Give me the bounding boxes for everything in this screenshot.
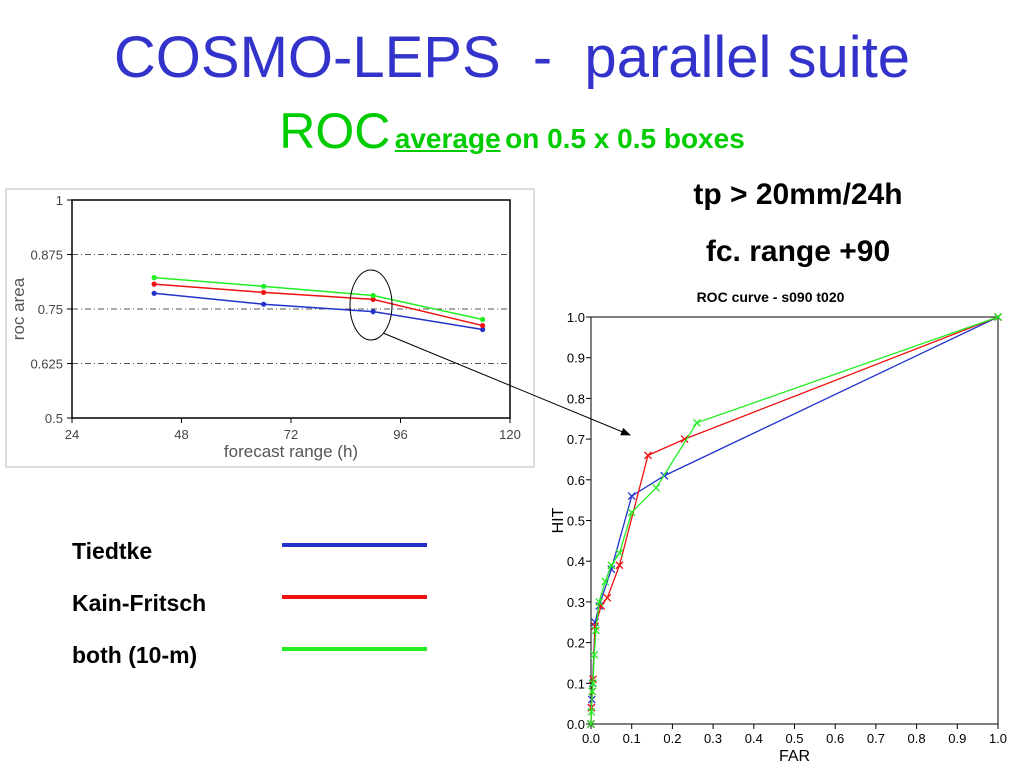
threshold-label: tp > 20mm/24h <box>693 178 903 211</box>
chart2-title: ROC curve - s090 t020 <box>697 289 845 305</box>
legend-line-both <box>282 647 427 651</box>
chart2-xtick-label: 0.8 <box>908 731 926 746</box>
subtitle-roc: ROC <box>279 103 391 159</box>
chart1-point-0 <box>370 309 376 315</box>
chart2-ytick-label: 1.0 <box>567 310 585 325</box>
chart1-point-0 <box>261 301 267 307</box>
chart2-series-line-1 <box>590 316 999 725</box>
chart2-xtick-label: 0.3 <box>704 731 722 746</box>
chart1-series-line-1 <box>154 283 483 327</box>
chart2-ytick-label: 0.3 <box>567 595 585 610</box>
chart1-point-2 <box>480 316 486 323</box>
chart2-xlabel: FAR <box>779 748 810 765</box>
legend-line-kain-fritsch <box>282 595 427 599</box>
chart2-ytick-label: 0.9 <box>567 351 585 366</box>
chart1-ytick-label: 0.75 <box>38 302 63 317</box>
chart2-x-marker-0 <box>627 492 636 501</box>
chart2-x-marker-2 <box>588 687 597 696</box>
chart2-xtick-label: 0.1 <box>623 731 641 746</box>
chart2-x-marker-2 <box>590 650 599 659</box>
chart2-x-marker-1 <box>644 451 652 460</box>
chart2-plot-frame <box>590 316 999 725</box>
chart2-xtick-label: 0.7 <box>867 731 885 746</box>
chart1-point-1 <box>480 322 486 329</box>
chart2-x-marker-2 <box>589 679 597 688</box>
chart1-series-line-2 <box>154 276 483 321</box>
chart2-xtick-label: 0.0 <box>582 731 600 746</box>
chart2-ylabel: HIT <box>550 507 567 533</box>
chart1-point-0 <box>151 290 157 296</box>
chart2-ytick-label: 0.8 <box>567 391 585 406</box>
chart2-x-marker-1 <box>603 593 612 602</box>
chart2-x-marker-2 <box>615 549 624 558</box>
legend-label-tiedtke: Tiedtke <box>72 538 153 564</box>
chart2-x-marker-1 <box>680 435 689 444</box>
legend-label-kain-fritsch: Kain-Fritsch <box>72 590 207 616</box>
chart2-x-marker-1 <box>615 561 624 570</box>
chart2-xtick-label: 0.2 <box>663 731 681 746</box>
chart1-series-line-0 <box>154 292 483 331</box>
chart1-ytick-label: 0.875 <box>30 248 63 263</box>
chart2-ytick-label: 0.0 <box>567 717 585 732</box>
chart2-x-marker-2 <box>595 597 604 606</box>
chart1-point-2 <box>261 283 267 289</box>
roc-curve-chart: ROC curve - s090 t020 0.0 0.1 0.2 0.3 0.4 0.5 0… <box>550 289 1007 765</box>
chart1-point-2 <box>151 275 157 281</box>
slide-title: COSMO-LEPS - parallel suite <box>113 25 911 90</box>
chart1-xtick-label: 24 <box>65 427 79 442</box>
chart1-point-0 <box>480 326 486 333</box>
chart1-ytick-label: 0.5 <box>45 411 63 426</box>
chart2-xtick-label: 0.5 <box>785 731 803 746</box>
chart1-xlabel: forecast range (h) <box>224 442 358 461</box>
chart1-xtick-label: 72 <box>284 427 298 442</box>
chart2-ytick-label: 0.5 <box>567 514 585 529</box>
chart2-series-line-2 <box>590 316 999 725</box>
legend-label-both: both (10-m) <box>72 642 198 668</box>
chart1-xtick-label: 96 <box>393 427 407 442</box>
subtitle-boxes: on 0.5 x 0.5 boxes <box>505 123 745 154</box>
legend-line-tiedtke <box>282 543 427 547</box>
forecast-range-label: fc. range +90 <box>705 235 891 268</box>
chart2-x-marker-2 <box>652 483 661 492</box>
chart2-xtick-label: 0.9 <box>948 731 966 746</box>
chart2-ytick-label: 0.2 <box>567 636 585 651</box>
subtitle-average: average <box>394 123 501 154</box>
chart2-x-marker-2 <box>692 418 701 427</box>
chart2-ytick-label: 0.1 <box>567 676 585 691</box>
chart1-ylabel: roc area <box>9 277 28 340</box>
roc-area-chart: 0.5 0.625 0.75 0.875 1 24 48 72 96 120 forecast ra… <box>5 188 535 468</box>
chart2-x-marker-2 <box>601 577 610 586</box>
chart2-ytick-label: 0.7 <box>567 432 585 447</box>
chart2-x-marker-2 <box>607 561 616 570</box>
chart2-x-marker-2 <box>627 508 636 517</box>
chart2-xtick-label: 0.4 <box>745 731 763 746</box>
chart1-point-1 <box>261 289 267 296</box>
chart1-ytick-label: 1 <box>56 193 63 208</box>
chart1-point-1 <box>151 281 157 287</box>
slide-subtitle: ROC average on 0.5 x 0.5 boxes <box>0 100 1024 162</box>
chart2-x-marker-2 <box>587 707 596 716</box>
chart1-plot-frame <box>71 199 511 419</box>
chart1-point-2 <box>370 292 376 299</box>
chart2-x-marker-2 <box>587 720 595 728</box>
chart1-xtick-label: 120 <box>499 427 521 442</box>
chart2-x-marker-2 <box>994 313 1002 321</box>
chart2-ytick-label: 0.4 <box>567 554 585 569</box>
chart1-ytick-label: 0.625 <box>30 357 63 372</box>
chart2-xtick-label: 0.6 <box>826 731 844 746</box>
chart1-outer-frame <box>5 188 535 468</box>
chart2-x-marker-2 <box>591 626 600 635</box>
chart2-ytick-label: 0.6 <box>567 473 585 488</box>
chart2-series-line-0 <box>590 316 999 725</box>
chart2-xtick-label: 1.0 <box>989 731 1007 746</box>
chart1-xtick-label: 48 <box>174 427 188 442</box>
